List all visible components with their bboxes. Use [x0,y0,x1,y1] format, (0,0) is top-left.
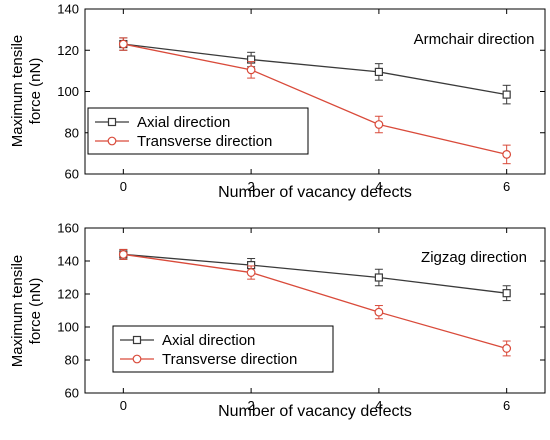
y-tick-label: 100 [57,84,79,99]
y-axis-label-line: force (nN) [27,278,44,345]
data-point [502,289,511,298]
data-point [374,67,383,77]
y-tick-label: 120 [57,43,79,58]
legend-box [87,107,309,155]
series-line [123,43,507,96]
data-point [374,273,383,282]
x-tick-label: 0 [120,179,127,194]
legend-swatch-marker [107,117,117,127]
x-axis-label: Number of vacancy defects [218,184,412,201]
y-axis-label: Maximum tensileforce (nN) [9,35,44,148]
data-point [374,120,384,129]
y-tick-label: 140 [57,254,79,269]
legend-swatch-marker [132,335,142,345]
legend-label: Axial direction [162,332,255,349]
y-axis-label-line: Maximum tensile [9,255,26,368]
data-point [502,90,511,99]
data-point [502,344,512,353]
x-axis-label: Number of vacancy defects [218,403,412,420]
y-tick-label: 60 [65,386,79,401]
series-line [123,43,507,156]
series-line [123,253,507,350]
legend-label: Axial direction [137,114,230,131]
data-point [118,249,128,259]
plot-frame [84,227,546,394]
legend: Axial direction Transverse direction [87,107,309,155]
panel-annotation: Armchair direction [414,31,535,48]
x-tick-label: 4 [375,179,382,194]
panel-annotation: Zigzag direction [421,249,527,266]
legend-swatch-marker [107,136,117,146]
legend-box [112,325,334,373]
y-tick-label: 60 [65,167,79,182]
data-point [374,307,384,317]
x-tick-label: 6 [503,398,510,413]
x-tick-label: 4 [375,398,382,413]
series-2 [118,248,512,357]
series-2 [118,37,512,165]
data-point [118,39,128,49]
legend-swatch-marker [132,354,142,364]
legend: Axial direction Transverse direction [112,325,334,373]
data-point [502,150,512,159]
y-tick-label: 80 [65,125,79,140]
legend-label: Transverse direction [137,133,272,150]
y-tick-label: 100 [57,320,79,335]
x-tick-label: 6 [503,179,510,194]
y-tick-label: 120 [57,287,79,302]
y-axis-label: Maximum tensileforce (nN) [9,255,44,368]
x-tick-label: 2 [247,398,254,413]
y-axis-label-line: Maximum tensile [9,35,26,148]
y-tick-label: 140 [57,2,79,17]
data-point [246,65,256,75]
chart-panel-1: 60 80 100 120 140 0 2 4 6 Number of vacancy defec… [9,2,546,201]
legend-label: Transverse direction [162,351,297,368]
series-line [123,253,507,294]
chart-panel-2: 60 80 100 120 140 160 0 2 4 6 Number of vacancy de… [9,221,546,420]
x-tick-label: 0 [120,398,127,413]
y-tick-label: 80 [65,353,79,368]
data-point [246,268,256,277]
y-tick-label: 160 [57,221,79,236]
y-axis-label-line: force (nN) [27,58,44,125]
x-tick-label: 2 [247,179,254,194]
